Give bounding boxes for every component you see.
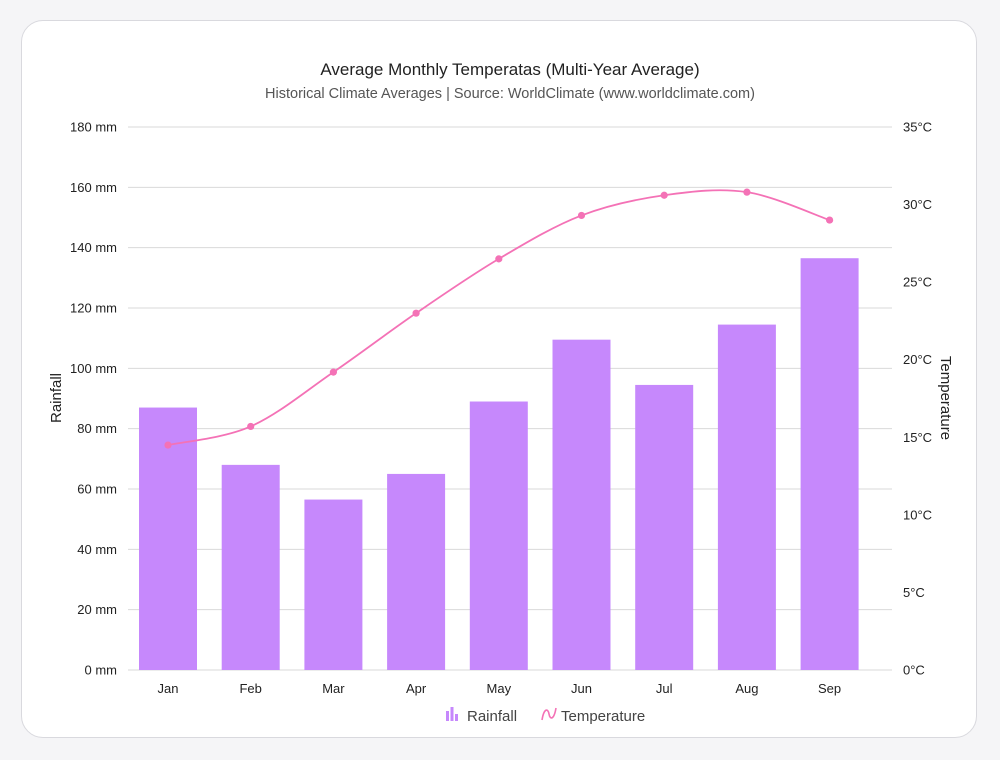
bar-sep[interactable] [800,258,859,670]
chart-title: Average Monthly Temperatas (Multi-Year A… [320,60,699,79]
bar-may[interactable] [469,401,528,670]
x-tick-label: Apr [406,681,427,696]
x-axis-ticks: Jan Feb Mar Apr May Jun Jul Aug Sep [158,681,842,696]
left-tick-label: 0 mm [85,663,118,678]
bar-apr[interactable] [387,473,446,670]
temperature-point-jul[interactable] [660,191,668,199]
x-tick-label: Jun [571,681,592,696]
temperature-point-sep[interactable] [826,216,834,224]
left-axis-title: Rainfall [48,373,65,423]
bar-chart-icon [446,707,458,721]
temperature-point-aug[interactable] [743,188,751,196]
x-tick-label: Aug [735,681,758,696]
x-tick-label: May [487,681,512,696]
bar-mar[interactable] [304,499,363,670]
legend-label-temperature: Temperature [561,708,645,725]
left-tick-label: 40 mm [77,542,117,557]
legend: Rainfall Temperature [446,707,645,725]
x-tick-label: Mar [322,681,345,696]
legend-item-rainfall[interactable]: Rainfall [446,707,517,725]
left-tick-label: 160 mm [70,180,117,195]
x-tick-label: Sep [818,681,841,696]
bar-feb[interactable] [221,464,280,670]
left-tick-label: 180 mm [70,120,117,135]
right-tick-label: 5°C [903,585,925,600]
left-tick-label: 80 mm [77,421,117,436]
right-tick-label: 30°C [903,197,932,212]
right-axis-title: Temperature [937,356,954,440]
left-tick-label: 20 mm [77,602,117,617]
right-tick-label: 25°C [903,275,932,290]
temperature-point-apr[interactable] [412,309,420,317]
right-tick-label: 35°C [903,120,932,135]
x-tick-label: Jul [656,681,673,696]
right-tick-label: 20°C [903,352,932,367]
right-tick-label: 10°C [903,507,932,522]
x-tick-label: Jan [158,681,179,696]
bar-jan[interactable] [139,407,197,670]
left-tick-label: 140 mm [70,240,117,255]
left-tick-label: 100 mm [70,361,117,376]
temperature-point-feb[interactable] [247,422,255,431]
temperature-point-jan[interactable] [164,441,172,449]
temperature-point-may[interactable] [495,255,503,263]
line-chart-icon [541,707,557,721]
left-axis-ticks: 0 mm 20 mm 40 mm 60 mm 80 mm 100 mm 120 mm 140 … [70,120,117,678]
temperature-point-jun[interactable] [577,211,586,220]
legend-label-rainfall: Rainfall [467,708,517,725]
right-axis-ticks: 0°C 5°C 10°C 15°C 20°C 25°C 30°C 35°C [903,120,932,678]
chart-subtitle: Historical Climate Averages | Source: Wo… [265,86,755,102]
rainfall-bars [139,258,859,670]
bar-jul[interactable] [635,384,694,670]
right-tick-label: 0°C [903,663,925,678]
bar-aug[interactable] [717,324,776,670]
left-tick-label: 60 mm [77,482,117,497]
temperature-point-mar[interactable] [329,368,337,376]
left-tick-label: 120 mm [70,301,117,316]
x-tick-label: Feb [239,681,261,696]
right-tick-label: 15°C [903,430,932,445]
legend-item-temperature[interactable]: Temperature [541,707,645,725]
bar-jun[interactable] [552,339,611,670]
temperature-line [164,188,834,449]
